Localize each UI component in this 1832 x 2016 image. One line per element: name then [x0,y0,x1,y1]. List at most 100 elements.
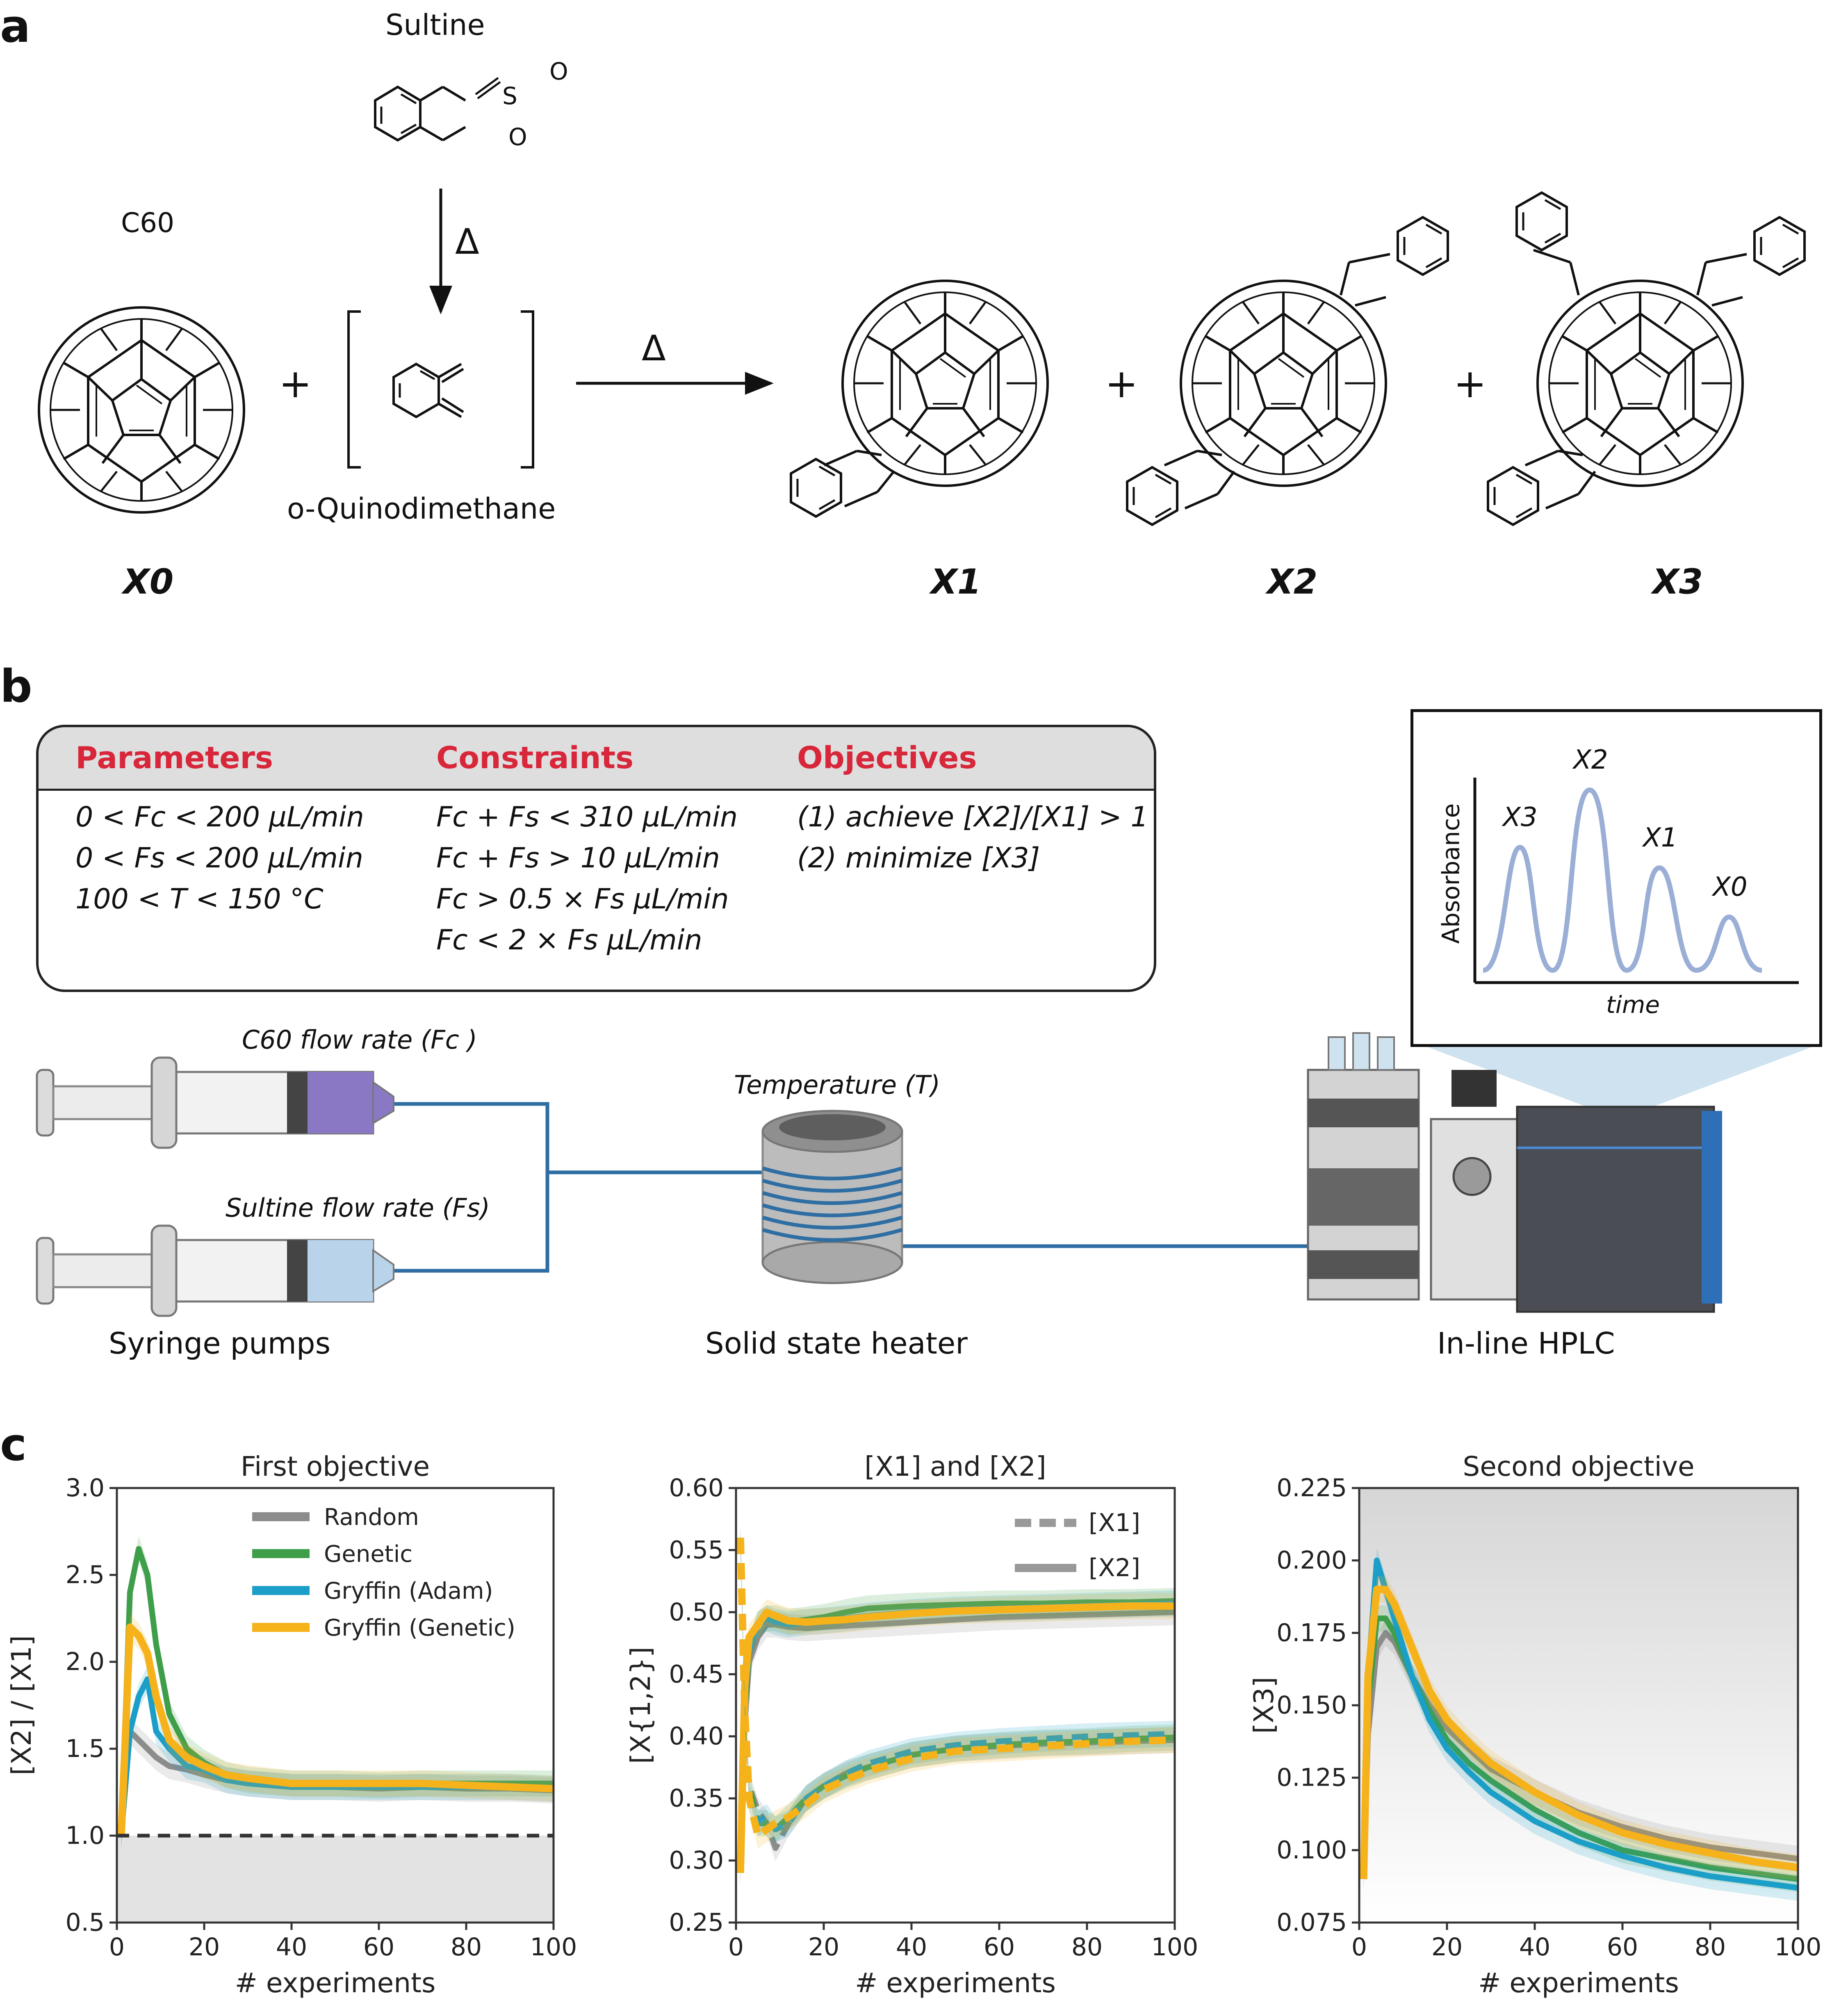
x-tick-label: 100 [1775,1933,1822,1961]
sultine-flow-label: Sultine flow rate (Fs) [226,1193,490,1223]
scheme-a [0,77,1832,631]
infeasible-region [117,1836,554,1923]
series-band [1363,1547,1798,1901]
axes-frame [735,1487,1176,1924]
chromatogram-plot [1473,778,1799,984]
label-x0: X0 [123,562,174,602]
x-tick-label: 80 [1071,1933,1103,1961]
x-tick-label: 100 [1151,1933,1199,1961]
chart-title: [X1] and [X2] [864,1451,1046,1482]
x-axis-label: # experiments [235,1967,436,1999]
x-tick-label: 20 [189,1933,220,1961]
chromatogram-trace [1482,787,1762,973]
legend-label: [X1] [1089,1509,1140,1537]
syringe-c60 [36,1056,394,1149]
x-tick-label: 80 [451,1933,482,1961]
peak-x1: X1 [1643,823,1678,853]
legend-label: Gryffin (Genetic) [324,1615,515,1641]
c60-flow-label: C60 flow rate (Fc ) [242,1025,477,1055]
y-tick-label: 0.25 [669,1908,724,1937]
c60-label: C60 [121,207,175,239]
objective-row: (2) minimize [X3] [797,842,1040,874]
y-tick-label: 0.5 [66,1908,105,1937]
legend-label: Random [324,1504,419,1531]
delta-arrow: Δ [642,328,666,369]
x-tick-label: 0 [109,1933,125,1961]
series-band [740,1525,1175,1843]
y-tick-label: 1.5 [66,1734,105,1763]
legend-label: Gryffin (Adam) [324,1578,493,1604]
y-axis-label: [X2] / [X1] [6,1635,37,1775]
plus-2: + [1105,361,1138,407]
x-tick-label: 100 [530,1933,577,1961]
parameters-box: Parameters Constraints Objectives 0 < Fc… [36,725,1156,992]
hplc-label: In-line HPLC [1437,1326,1615,1361]
delta-top: Δ [455,221,479,262]
y-tick-label: 0.150 [1276,1691,1347,1720]
y-tick-label: 0.075 [1276,1908,1347,1937]
chart-2: 0 20 40 60 80 100 0.25 0.30 0.35 0.40 0.45 0.50 0.55… [625,1451,1198,1999]
y-tick-label: 2.0 [66,1647,105,1676]
oxygen-atom-ring: O [508,123,527,151]
series-line [736,1537,1175,1839]
series-line [117,1623,554,1836]
syringe-pumps-label: Syringe pumps [109,1326,331,1361]
header-constraints: Constraints [436,740,634,776]
y-tick-label: 0.50 [669,1598,724,1627]
plus-3: + [1454,361,1487,407]
chart-title: First objective [241,1451,430,1482]
label-x2: X2 [1267,562,1318,602]
x-tick-label: 60 [363,1933,394,1961]
charts-panel-c: 0 20 40 60 80 100 0.5 1.0 1.5 2.0 2.5 3.0 First obje… [6,1451,1821,1999]
y-tick-label: 0.40 [669,1722,724,1751]
inset-ylabel: Absorbance [1437,803,1465,944]
x-tick-label: 20 [808,1933,839,1961]
panel-letter-a: a [0,0,31,52]
series-band [121,1614,554,1849]
x-axis-label: # experiments [1478,1967,1679,1999]
peak-x3: X3 [1503,802,1538,833]
x-tick-label: 0 [728,1933,744,1961]
sultine-label: Sultine [385,8,485,42]
y-tick-label: 0.35 [669,1784,724,1813]
x-tick-label: 20 [1431,1933,1463,1961]
series-line [737,1609,1175,1873]
legend-label: [X2] [1089,1554,1140,1582]
y-tick-label: 2.5 [66,1561,105,1589]
series-line [1360,1630,1798,1879]
quinodimethane-label: o-Quinodimethane [287,492,556,526]
x-tick-label: 60 [984,1933,1015,1961]
plus-1: + [279,361,312,407]
y-tick-label: 0.200 [1276,1546,1347,1575]
y-tick-label: 0.125 [1276,1763,1347,1792]
chart-1: 0 20 40 60 80 100 0.5 1.0 1.5 2.0 2.5 3.0 First obje… [6,1451,577,1999]
y-tick-label: 0.100 [1276,1836,1347,1864]
x-tick-label: 40 [1519,1933,1550,1961]
series-band [740,1525,1175,1849]
heater [761,1110,903,1284]
label-x3: X3 [1652,562,1703,602]
y-tick-label: 0.45 [669,1660,724,1688]
parameter-row: 0 < Fc < 200 µL/min [75,801,364,833]
series-line [1360,1616,1798,1882]
oxygen-atom-double: O [549,57,568,85]
header-parameters: Parameters [75,740,273,776]
x-tick-label: 60 [1607,1933,1638,1961]
y-axis-label: [X3] [1248,1677,1280,1734]
y-tick-label: 0.30 [669,1846,724,1875]
constraint-row: Fc + Fs > 10 µL/min [436,842,720,874]
sulfur-atom: S [502,82,517,110]
parameter-row: 0 < Fs < 200 µL/min [75,842,363,874]
parameters-box-header [39,727,1154,791]
panel-letter-c: c [0,1418,27,1471]
y-tick-label: 1.0 [66,1821,105,1850]
temperature-label: Temperature (T) [734,1070,940,1100]
y-tick-label: 0.225 [1276,1474,1347,1502]
constraint-row: Fc + Fs < 310 µL/min [436,801,738,833]
y-tick-label: 3.0 [66,1474,105,1502]
chart-3: 0 20 40 60 80 100 0.075 0.100 0.125 0.150 0.175 0.2… [1248,1451,1821,1999]
series-line [1360,1586,1799,1879]
x-tick-label: 0 [1351,1933,1367,1961]
constraint-row: Fc < 2 × Fs µL/min [436,924,702,956]
inset-xlabel: time [1606,991,1660,1019]
